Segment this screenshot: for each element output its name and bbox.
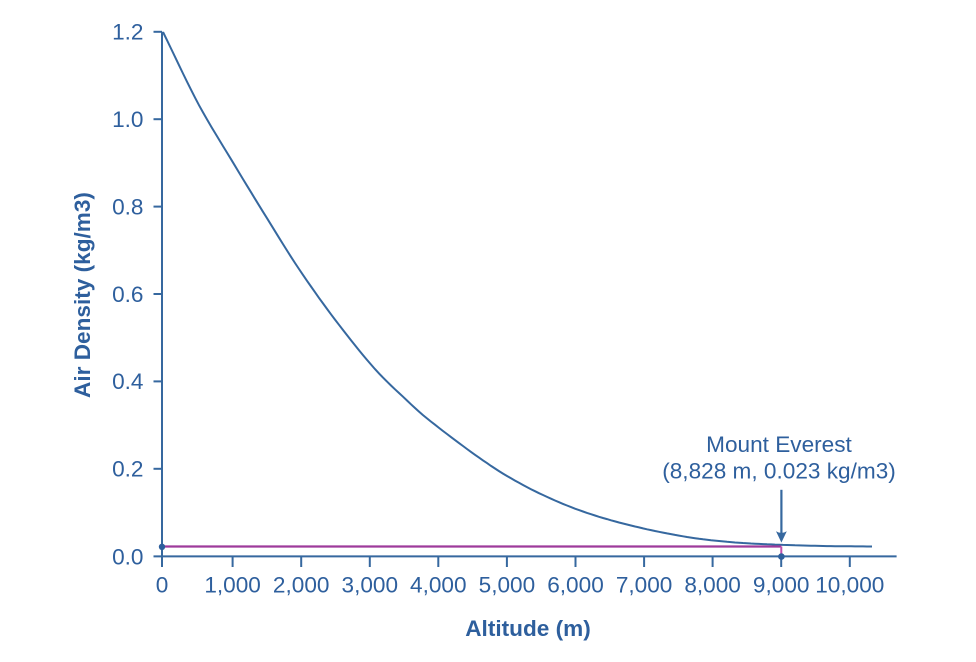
svg-text:Altitude (m): Altitude (m) [465, 616, 591, 641]
svg-text:4,000: 4,000 [410, 573, 467, 598]
svg-text:1,000: 1,000 [204, 573, 261, 598]
svg-text:3,000: 3,000 [342, 573, 399, 598]
svg-text:2,000: 2,000 [273, 573, 330, 598]
svg-text:5,000: 5,000 [479, 573, 536, 598]
svg-text:1.0: 1.0 [112, 107, 143, 132]
svg-text:9,000: 9,000 [753, 573, 810, 598]
svg-text:7,000: 7,000 [616, 573, 673, 598]
svg-text:0.0: 0.0 [112, 544, 143, 569]
svg-text:1.2: 1.2 [112, 20, 143, 45]
svg-text:0.6: 0.6 [112, 282, 143, 307]
svg-text:8,000: 8,000 [684, 573, 741, 598]
svg-text:0: 0 [156, 573, 169, 598]
svg-text:(8,828 m, 0.023 kg/m3): (8,828 m, 0.023 kg/m3) [662, 458, 896, 483]
svg-text:0.4: 0.4 [112, 369, 143, 394]
svg-text:6,000: 6,000 [547, 573, 604, 598]
svg-text:0.8: 0.8 [112, 194, 143, 219]
svg-text:0.2: 0.2 [112, 457, 143, 482]
svg-text:10,000: 10,000 [815, 573, 884, 598]
svg-text:Mount Everest: Mount Everest [706, 432, 852, 457]
svg-text:Air Density (kg/m3): Air Density (kg/m3) [70, 192, 95, 398]
